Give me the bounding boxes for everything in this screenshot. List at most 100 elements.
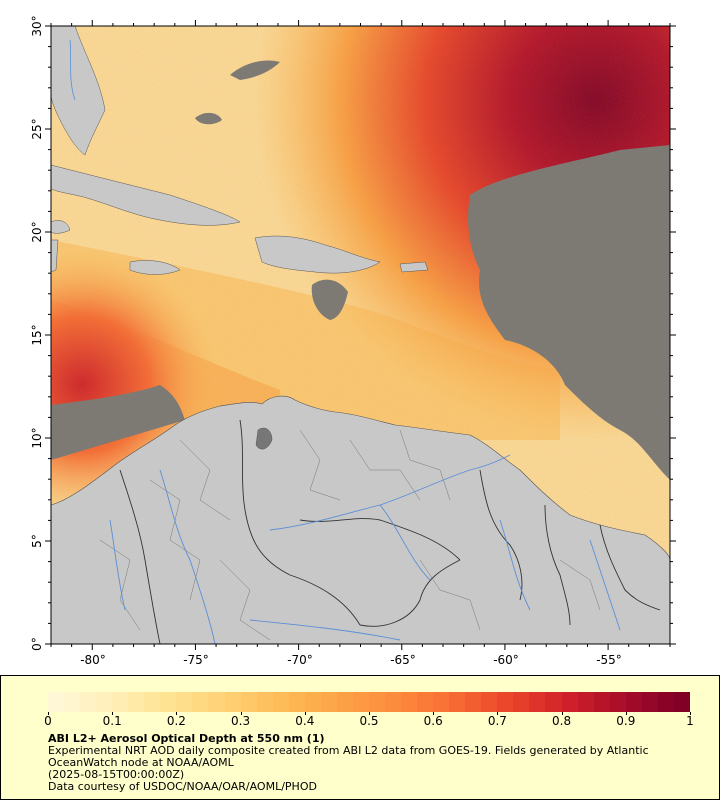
colorbar-swatch — [641, 692, 658, 712]
lon-tick-label: -80° — [80, 653, 106, 667]
colorbar-swatch — [529, 692, 546, 712]
colorbar — [48, 692, 690, 712]
colorbar-tick-mark — [369, 712, 370, 715]
colorbar-swatch — [224, 692, 241, 712]
border-col-west — [119, 469, 161, 644]
legend-timestamp: (2025-08-15T00:00:00Z) — [48, 768, 185, 781]
colorbar-swatch — [208, 692, 225, 712]
colorbar-swatch — [96, 692, 113, 712]
legend-credit: Data courtesy of USDOC/NOAA/OAR/AOML/PHO… — [48, 780, 317, 793]
lat-tick-label: 15° — [30, 324, 44, 345]
colorbar-tick-mark — [48, 712, 49, 715]
lat-tick-label: 5° — [30, 534, 44, 548]
lon-tick-label: -70° — [287, 653, 313, 667]
lat-tick-label: 10° — [30, 427, 44, 448]
border-internal — [299, 518, 461, 561]
colorbar-tick-label: 0.7 — [487, 714, 507, 728]
colorbar-swatch — [256, 692, 273, 712]
colorbar-swatch — [144, 692, 161, 712]
river-caroni — [379, 504, 431, 581]
colorbar-swatch — [160, 692, 177, 712]
country-borders — [119, 419, 661, 644]
colorbar-swatch — [577, 692, 594, 712]
colorbar-tick-label: 0.4 — [295, 714, 315, 728]
colorbar-tick-mark — [690, 712, 691, 715]
river-orinoco — [269, 454, 511, 531]
colorbar-swatch — [657, 692, 674, 712]
river-essequibo — [499, 519, 531, 611]
colorbar-swatch — [465, 692, 482, 712]
colorbar-tick-label: 0.5 — [359, 714, 379, 728]
river-magdalena — [159, 469, 216, 644]
border-col-ven — [239, 419, 361, 626]
lat-tick-label: 0° — [30, 637, 44, 651]
colorbar-tick-label: 0.8 — [552, 714, 572, 728]
colorbar-swatch — [48, 692, 65, 712]
colorbar-swatch — [288, 692, 305, 712]
colorbar-swatch — [481, 692, 498, 712]
colorbar-swatch — [449, 692, 466, 712]
legend-panel: 0 0.1 0.2 0.3 0.4 0.5 0.6 0.7 0.8 0.9 1 ABI L2+ Ae… — [0, 675, 720, 800]
aod-map: -80° -75° -70° -65° -60° -55° 0° 5° 10° … — [30, 15, 676, 667]
colorbar-swatch — [352, 692, 369, 712]
lat-tick-label: 20° — [30, 221, 44, 242]
colorbar-swatch — [513, 692, 530, 712]
colorbar-swatch — [240, 692, 257, 712]
colorbar-tick-mark — [625, 712, 627, 715]
colorbar-swatch — [593, 692, 610, 712]
colorbar-tick-label: 1 — [686, 714, 694, 728]
border-ven-bra — [359, 559, 461, 627]
map-area — [51, 26, 670, 644]
colorbar-swatch — [384, 692, 402, 712]
border-ven-guy — [479, 469, 523, 601]
tick-marks — [45, 20, 676, 650]
yucatan-edge — [51, 220, 71, 234]
caribbean-islands — [51, 26, 429, 275]
legend-title: ABI L2+ Aerosol Optical Depth at 550 nm … — [48, 732, 325, 745]
colorbar-tick-label: 0.2 — [166, 714, 186, 728]
colorbar-swatch — [272, 692, 289, 712]
colorbar-swatch — [368, 692, 385, 712]
colorbar-tick-mark — [561, 712, 563, 715]
river-cauca — [109, 519, 126, 611]
border-sur-gf — [599, 524, 661, 611]
colorbar-swatch — [320, 692, 337, 712]
border-guy-sur — [544, 504, 571, 626]
colorbar-swatch — [625, 692, 642, 712]
state-borders — [99, 429, 601, 641]
central-america-edge — [51, 239, 59, 273]
colorbar-tick-label: 0 — [44, 714, 52, 728]
colorbar-swatch — [176, 692, 193, 712]
lon-tick-label: -55° — [596, 653, 622, 667]
cuba — [51, 164, 241, 226]
colorbar-tick-mark — [240, 712, 242, 715]
lat-tick-label: 25° — [30, 118, 44, 139]
colorbar-tick-label: 0.9 — [616, 714, 636, 728]
colorbar-tick-mark — [112, 712, 114, 715]
colorbar-tick-mark — [304, 712, 306, 715]
colorbar-swatch — [609, 692, 626, 712]
colorbar-swatch — [545, 692, 562, 712]
colorbar-swatch — [80, 692, 97, 712]
south-america — [51, 395, 670, 644]
lon-tick-label: -65° — [390, 653, 416, 667]
colorbar-swatch — [673, 692, 690, 712]
lake-maracaibo — [255, 427, 273, 450]
colorbar-swatch — [401, 692, 418, 712]
colorbar-swatch — [192, 692, 209, 712]
colorbar-tick-label: 0.6 — [423, 714, 443, 728]
colorbar-swatch — [128, 692, 145, 712]
legend-text: ABI L2+ Aerosol Optical Depth at 550 nm … — [48, 733, 688, 793]
lon-tick-label: -75° — [183, 653, 209, 667]
rivers — [109, 454, 621, 644]
colorbar-tick-mark — [497, 712, 499, 715]
legend-description: Experimental NRT AOD daily composite cre… — [48, 744, 649, 769]
colorbar-swatch — [336, 692, 353, 712]
colorbar-swatch — [64, 692, 81, 712]
florida-river — [69, 39, 76, 101]
colorbar-swatch — [433, 692, 450, 712]
puerto-rico — [399, 261, 429, 273]
colorbar-tick-label: 0.1 — [102, 714, 122, 728]
river-negro — [249, 619, 401, 641]
colorbar-swatch — [304, 692, 321, 712]
